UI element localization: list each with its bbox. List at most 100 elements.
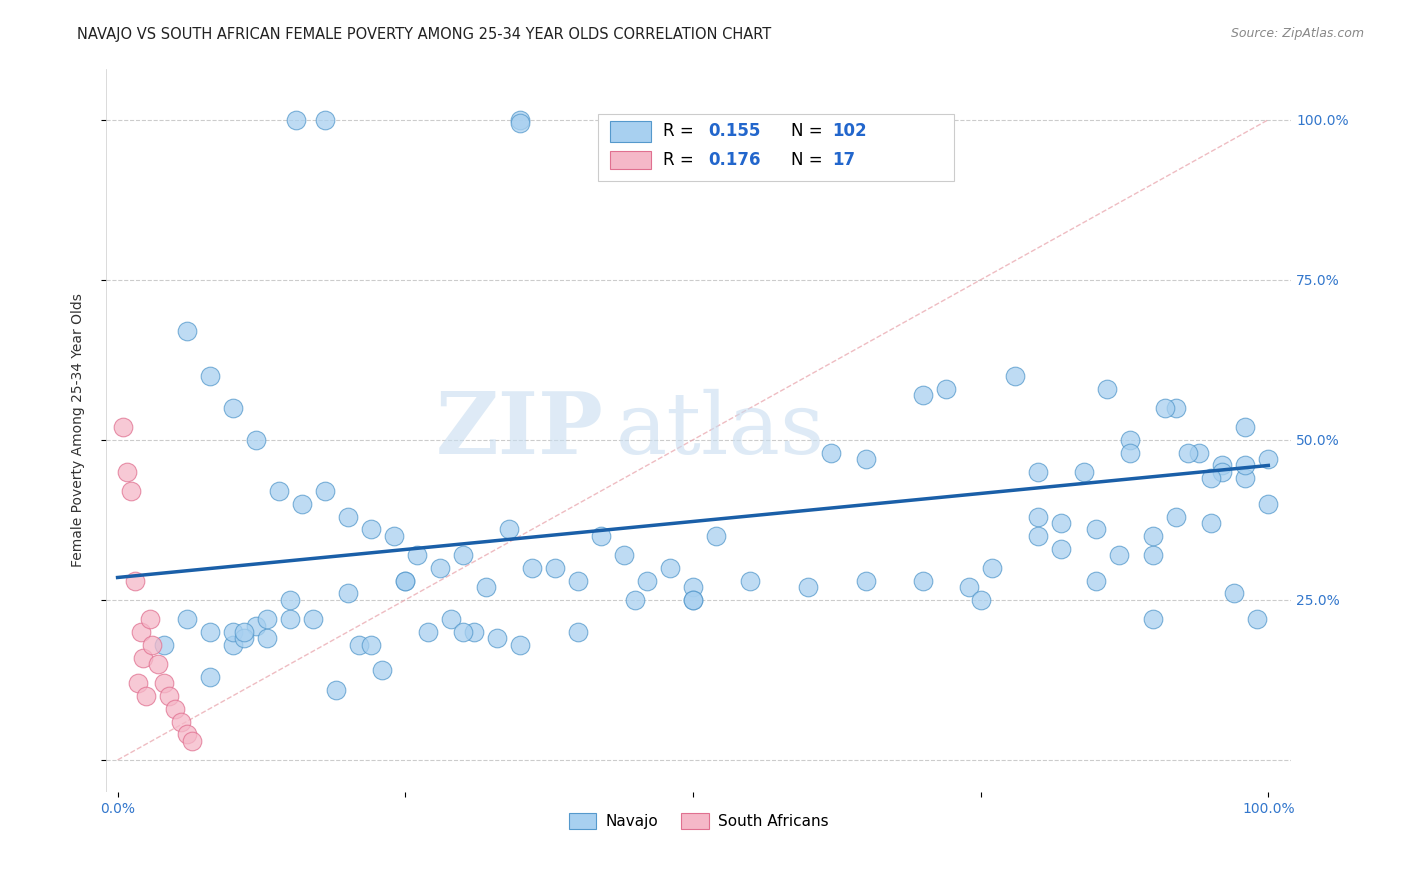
Point [1257, 497, 1279, 511]
Point [1119, 445, 1142, 459]
Point [463, 624, 485, 639]
Point [509, 638, 531, 652]
Point [1050, 516, 1073, 530]
Point [1166, 509, 1188, 524]
Point [1026, 465, 1049, 479]
Point [170, 714, 193, 729]
Point [451, 624, 474, 639]
Text: 102: 102 [832, 122, 868, 140]
Bar [610, 120, 651, 143]
Point [1073, 465, 1095, 479]
Point [176, 324, 198, 338]
Text: 17: 17 [832, 152, 856, 169]
Text: Source: ZipAtlas.com: Source: ZipAtlas.com [1230, 27, 1364, 40]
Point [176, 612, 198, 626]
Point [1142, 548, 1164, 562]
Point [336, 586, 359, 600]
Point [981, 561, 1004, 575]
Point [256, 612, 278, 626]
Point [1234, 458, 1257, 473]
Point [451, 548, 474, 562]
Point [520, 561, 543, 575]
Point [221, 401, 243, 415]
Point [589, 529, 612, 543]
Point [1050, 541, 1073, 556]
Point [120, 484, 142, 499]
Point [141, 638, 163, 652]
Point [291, 497, 314, 511]
Point [1211, 465, 1233, 479]
Point [314, 112, 336, 127]
Point [498, 523, 520, 537]
Point [314, 484, 336, 499]
Point [1166, 401, 1188, 415]
Point [135, 689, 157, 703]
Point [1026, 509, 1049, 524]
Point [233, 632, 256, 646]
Point [115, 465, 138, 479]
Point [855, 574, 877, 588]
Point [146, 657, 169, 671]
Point [567, 624, 589, 639]
Point [1223, 586, 1246, 600]
Point [245, 618, 267, 632]
FancyBboxPatch shape [598, 114, 953, 181]
Point [682, 593, 704, 607]
Text: atlas: atlas [616, 389, 825, 472]
Point [935, 382, 957, 396]
Point [360, 638, 382, 652]
Point [1084, 523, 1107, 537]
Point [820, 445, 842, 459]
Point [245, 433, 267, 447]
Point [969, 593, 991, 607]
Text: R =: R = [664, 122, 699, 140]
Point [221, 624, 243, 639]
Point [132, 650, 155, 665]
Point [336, 509, 359, 524]
Point [567, 574, 589, 588]
Point [440, 612, 463, 626]
Point [394, 574, 416, 588]
Point [405, 548, 427, 562]
Point [682, 593, 704, 607]
Text: N =: N = [792, 122, 828, 140]
Point [233, 624, 256, 639]
Point [509, 112, 531, 127]
Point [1257, 452, 1279, 467]
Point [797, 580, 820, 594]
Legend: Navajo, South Africans: Navajo, South Africans [562, 806, 835, 835]
Point [1177, 445, 1199, 459]
Point [912, 574, 935, 588]
Point [1188, 445, 1211, 459]
Point [912, 388, 935, 402]
Point [658, 561, 681, 575]
Point [157, 689, 180, 703]
Point [127, 676, 149, 690]
Bar [610, 151, 651, 169]
Point [682, 580, 704, 594]
Point [1095, 382, 1118, 396]
Point [371, 663, 394, 677]
Text: ZIP: ZIP [436, 388, 605, 472]
Point [1246, 612, 1268, 626]
Point [112, 420, 135, 434]
Point [1199, 516, 1222, 530]
Point [1119, 433, 1142, 447]
Point [181, 733, 204, 747]
Point [394, 574, 416, 588]
Point [740, 574, 762, 588]
Point [256, 632, 278, 646]
Point [1004, 368, 1026, 383]
Point [302, 612, 325, 626]
Point [325, 682, 347, 697]
Point [198, 670, 221, 684]
Point [1108, 548, 1130, 562]
Point [129, 624, 152, 639]
Point [1142, 612, 1164, 626]
Point [475, 580, 498, 594]
Point [1234, 471, 1257, 485]
Point [278, 593, 301, 607]
Point [360, 523, 382, 537]
Point [624, 593, 647, 607]
Text: N =: N = [792, 152, 828, 169]
